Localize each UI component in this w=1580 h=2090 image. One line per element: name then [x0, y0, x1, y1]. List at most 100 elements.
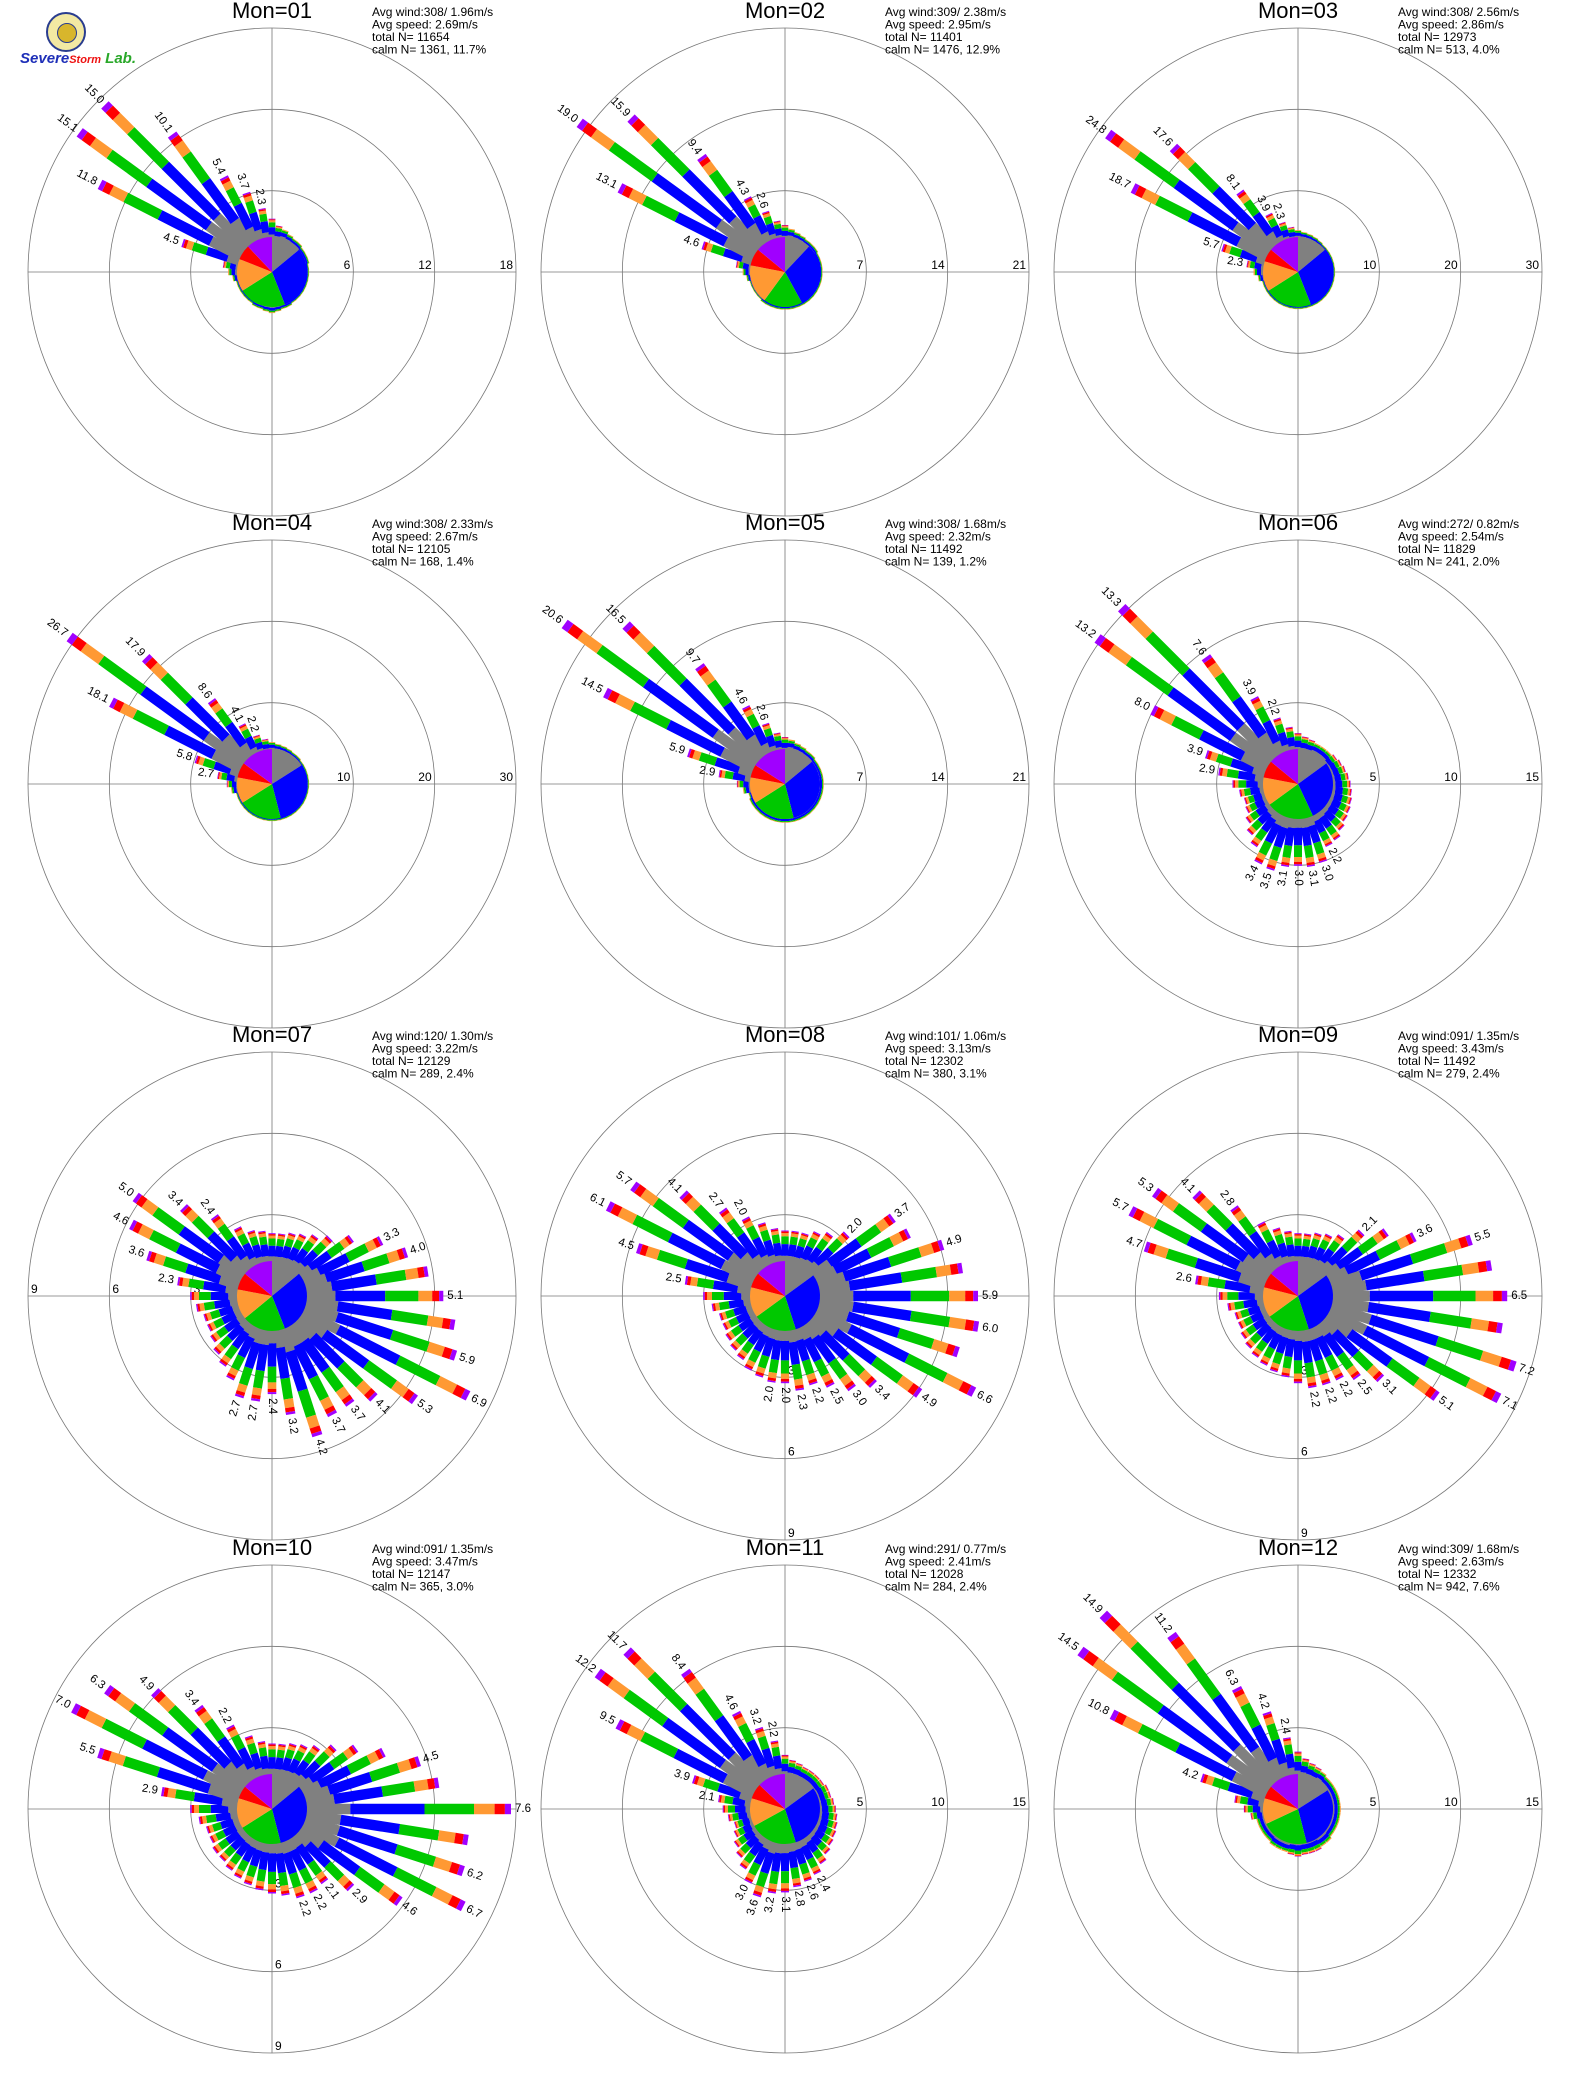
petal-segment — [1255, 706, 1271, 724]
stat-avg-speed: Avg speed: 2.54m/s — [1398, 530, 1504, 544]
petal-segment — [234, 1872, 243, 1878]
petal-segment — [1248, 825, 1257, 834]
pie-slice — [751, 1273, 785, 1296]
petal-segment — [252, 303, 259, 308]
petal-segment — [456, 1899, 466, 1912]
petal-segment — [755, 1371, 764, 1377]
stat-calm-n: calm N= 365, 3.0% — [372, 1580, 474, 1594]
petal-segment — [346, 1755, 371, 1775]
petal-label: 2.4 — [1278, 1717, 1292, 1735]
petal-segment — [366, 1751, 380, 1764]
petal-segment — [1207, 662, 1224, 679]
petal-segment — [1205, 1775, 1215, 1786]
petal-segment — [758, 1225, 768, 1232]
petal-segment — [1300, 306, 1307, 309]
petal-segment — [1274, 298, 1281, 303]
petal-segment — [122, 1756, 160, 1777]
petal-segment — [242, 1242, 257, 1260]
petal-segment — [794, 1384, 804, 1389]
petal-label: 5.7 — [1110, 1196, 1130, 1214]
petal-label: 5.1 — [447, 1290, 463, 1302]
petal-segment — [285, 814, 292, 819]
petal-segment — [1175, 1643, 1195, 1665]
petal-segment — [215, 708, 233, 728]
petal — [301, 1247, 409, 1291]
petal-segment — [277, 1235, 285, 1240]
petal-segment — [1334, 809, 1344, 819]
petal-segment — [1232, 780, 1234, 788]
petal-label: 5.7 — [1202, 236, 1221, 252]
petal-label: 3.2 — [763, 1896, 777, 1914]
petal-segment — [1273, 717, 1281, 721]
petal-segment — [242, 191, 251, 196]
petal-segment — [293, 1759, 310, 1777]
petal-segment — [766, 222, 777, 236]
petal-segment — [1303, 1235, 1311, 1240]
petal-segment — [1331, 754, 1337, 761]
petal-segment — [1274, 1233, 1285, 1245]
petal — [1262, 1711, 1292, 1779]
petal-segment — [1118, 139, 1141, 160]
petal-segment — [726, 1272, 756, 1291]
petal-segment — [1313, 1768, 1321, 1775]
ring-label: 15 — [1526, 770, 1540, 784]
petal-segment — [1278, 302, 1285, 307]
petal-segment — [1266, 290, 1271, 296]
petal-segment — [1237, 723, 1279, 765]
petal-label: 8.4 — [669, 1652, 688, 1672]
petal-segment — [1145, 631, 1190, 676]
petal-segment — [1186, 1235, 1241, 1271]
petal-segment — [296, 1236, 305, 1243]
petal-segment — [1308, 1763, 1316, 1768]
petal-segment — [781, 1233, 789, 1237]
petal-segment — [590, 129, 615, 151]
logo: SevereStorm Lab. — [20, 12, 136, 82]
petal-segment — [1320, 294, 1326, 300]
petal — [299, 1306, 471, 1401]
stat-avg-speed: Avg speed: 2.63m/s — [1398, 1555, 1504, 1569]
petal-segment — [185, 697, 230, 742]
petal-segment — [396, 1759, 412, 1773]
petal-segment — [1300, 1843, 1308, 1850]
petal-segment — [351, 1744, 359, 1753]
petal-segment — [291, 299, 297, 304]
petal-segment — [203, 1770, 245, 1799]
petal-segment — [1357, 1229, 1365, 1237]
petal-segment — [802, 1872, 811, 1879]
petal-segment — [248, 298, 255, 303]
petal-segment — [1381, 1228, 1389, 1237]
petal-segment — [1263, 1827, 1271, 1835]
petal-segment — [1334, 1805, 1338, 1813]
petal-segment — [230, 1254, 253, 1277]
petal-segment — [256, 1868, 267, 1882]
petal-segment — [1254, 798, 1266, 809]
petal-segment — [738, 261, 744, 269]
petal-segment — [1253, 1812, 1258, 1820]
petal-segment — [1283, 1740, 1292, 1746]
petal — [630, 1181, 762, 1281]
pie-slice — [1264, 1786, 1298, 1809]
petal-segment — [1150, 705, 1159, 717]
petal-segment — [809, 1381, 818, 1386]
petal-segment — [762, 725, 771, 731]
petal — [767, 1841, 784, 1894]
petal-segment — [207, 698, 217, 705]
petal-segment — [235, 1229, 245, 1237]
petal-label: 2.7 — [197, 766, 215, 780]
stat-calm-n: calm N= 380, 3.1% — [885, 1067, 987, 1081]
petal-segment — [781, 1231, 789, 1234]
petal-segment — [1312, 236, 1319, 240]
petal-segment — [307, 786, 310, 793]
petal-segment — [1329, 252, 1333, 259]
petal-segment — [794, 1378, 804, 1386]
petal-segment — [1337, 766, 1344, 774]
petal-segment — [1350, 1370, 1360, 1379]
petal-segment — [1212, 1777, 1231, 1791]
petal-segment — [1328, 1781, 1334, 1789]
petal — [1236, 189, 1283, 248]
petal-segment — [1244, 797, 1248, 805]
petal-segment — [723, 237, 758, 262]
petal — [1309, 811, 1333, 847]
petal-segment — [278, 1872, 289, 1887]
petal-segment — [109, 185, 129, 203]
